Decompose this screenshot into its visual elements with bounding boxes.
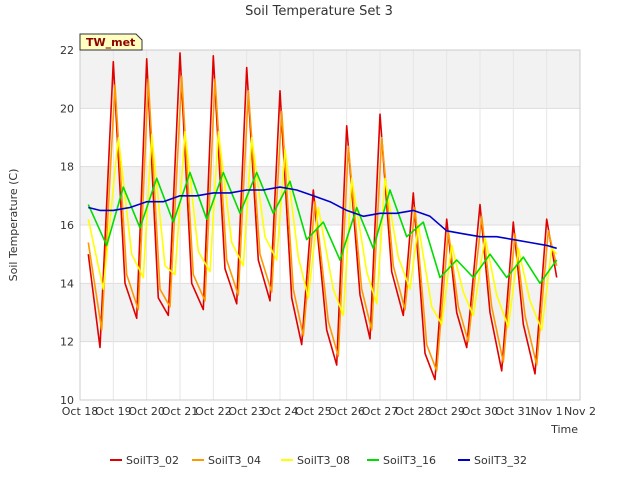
x-tick-label: Oct 24 [262, 405, 299, 418]
legend-label: SoilT3_32 [474, 454, 527, 467]
y-axis-label: Soil Temperature (C) [7, 169, 20, 282]
x-tick-label: Oct 25 [295, 405, 332, 418]
series-layer [87, 52, 558, 381]
legend-label: SoilT3_16 [383, 454, 436, 467]
y-tick-label: 20 [60, 102, 74, 115]
station-badge-label: TW_met [86, 36, 135, 49]
x-tick-label: Nov 1 [531, 405, 563, 418]
x-tick-label: Oct 21 [162, 405, 199, 418]
x-axis-label: Time [550, 423, 578, 436]
station-badge: TW_met [79, 33, 143, 51]
series-line-soilt3-02 [87, 52, 558, 381]
y-tick-label: 10 [60, 394, 74, 407]
x-tick-label: Oct 31 [495, 405, 532, 418]
x-tick-label: Oct 30 [462, 405, 499, 418]
x-tick-label: Oct 19 [95, 405, 132, 418]
legend-label: SoilT3_08 [297, 454, 350, 467]
grid-band [80, 50, 580, 109]
series-line-soilt3-32 [88, 186, 557, 250]
x-tick-label: Oct 29 [428, 405, 465, 418]
x-tick-label: Oct 26 [328, 405, 365, 418]
x-tick-label: Oct 22 [195, 405, 232, 418]
x-tick-label: Oct 23 [228, 405, 265, 418]
y-tick-label: 18 [60, 161, 74, 174]
legend: SoilT3_02 SoilT3_04 SoilT3_08 SoilT3_16 Soil… [110, 454, 527, 467]
x-tick-label: Oct 28 [395, 405, 432, 418]
x-tick-label: Nov 2 [564, 405, 596, 418]
y-tick-labels: 10 12 14 16 18 20 22 [60, 44, 74, 407]
legend-label: SoilT3_04 [208, 454, 261, 467]
plot-border [79, 49, 581, 401]
y-tick-label: 12 [60, 336, 74, 349]
series-line-soilt3-16 [87, 171, 558, 285]
series-line-soilt3-04 [87, 75, 558, 372]
x-tick-label: Oct 27 [362, 405, 399, 418]
y-tick-label: 16 [60, 219, 74, 232]
x-tick-label: Oct 20 [128, 405, 165, 418]
chart-title: Soil Temperature Set 3 [245, 4, 393, 19]
legend-label: SoilT3_02 [126, 454, 179, 467]
x-tick-label: Oct 18 [62, 405, 99, 418]
y-tick-label: 22 [60, 44, 74, 57]
y-tick-label: 14 [60, 277, 74, 290]
